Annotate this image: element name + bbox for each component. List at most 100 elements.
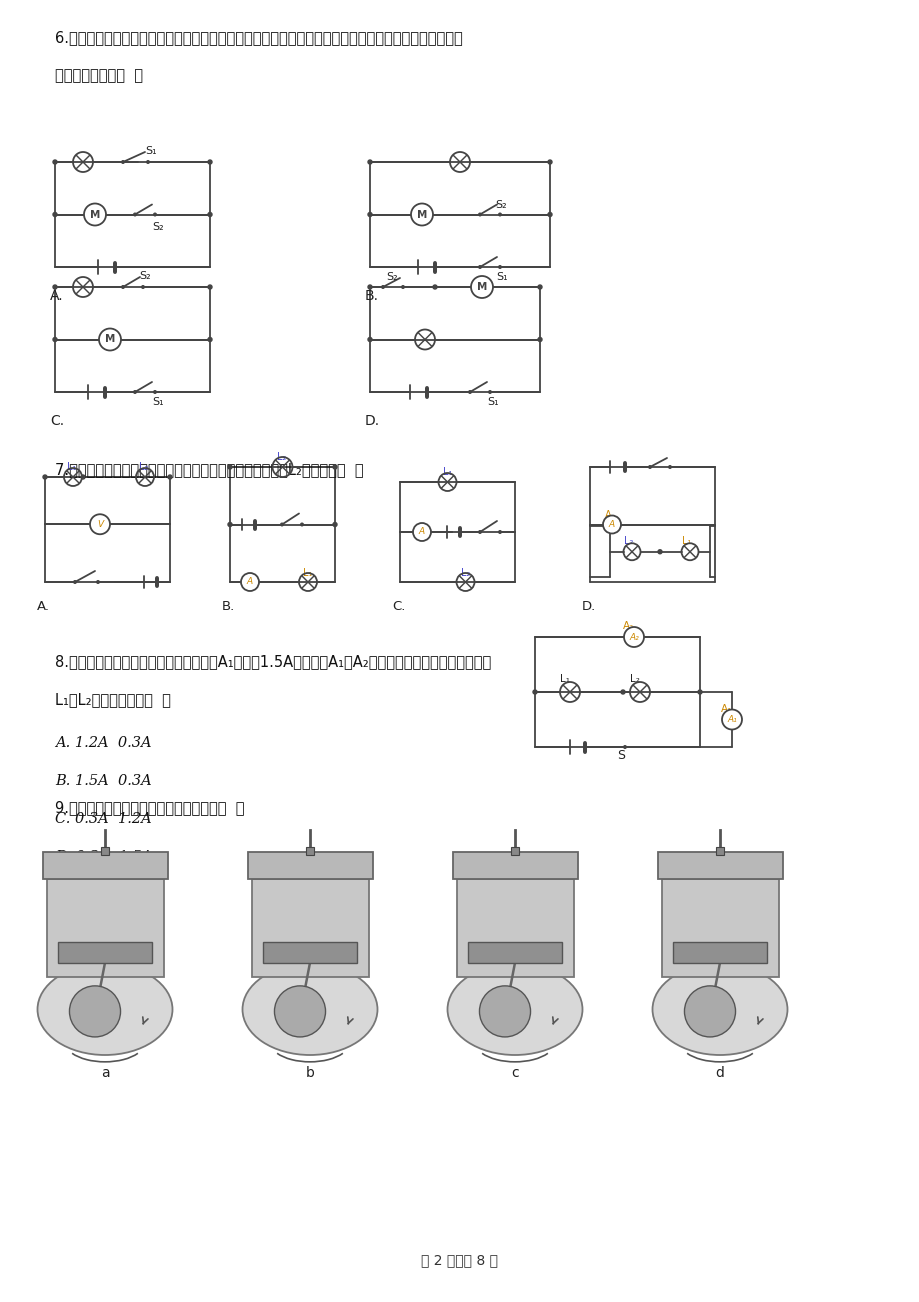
Circle shape xyxy=(532,690,537,694)
Text: S₂: S₂ xyxy=(494,199,506,210)
Text: A.: A. xyxy=(50,289,63,303)
Circle shape xyxy=(99,328,121,350)
Text: S₂: S₂ xyxy=(386,272,397,283)
Text: B.: B. xyxy=(365,289,379,303)
Circle shape xyxy=(698,690,701,694)
Text: 8.如图所示的电路中，闭合开关，电流表A₁示数为1.5A，电流表A₁、A₂的指针偏转角度相同，通过灯泡: 8.如图所示的电路中，闭合开关，电流表A₁示数为1.5A，电流表A₁、A₂的指针… xyxy=(55,654,491,669)
Circle shape xyxy=(208,212,211,216)
Circle shape xyxy=(81,475,85,479)
Circle shape xyxy=(602,516,620,534)
Bar xyxy=(101,848,108,855)
Bar xyxy=(715,848,723,855)
Text: L₁: L₁ xyxy=(681,535,690,546)
Text: A₁: A₁ xyxy=(726,715,736,724)
Circle shape xyxy=(53,337,57,341)
Text: L₁: L₁ xyxy=(302,568,312,578)
Circle shape xyxy=(53,160,57,164)
Circle shape xyxy=(74,581,76,583)
Bar xyxy=(468,941,562,962)
Bar xyxy=(263,941,357,962)
Circle shape xyxy=(208,285,211,289)
Text: d: d xyxy=(715,1066,723,1079)
Circle shape xyxy=(648,466,651,469)
Text: D.: D. xyxy=(582,600,596,613)
Text: 6.家里浴室装有排气扇和照明灯，在使用时，有时需要独立工作，有时需要同时工作，下列图中符合上述: 6.家里浴室装有排气扇和照明灯，在使用时，有时需要独立工作，有时需要同时工作，下… xyxy=(55,30,462,46)
Text: A₁: A₁ xyxy=(720,704,732,715)
Text: V: V xyxy=(96,519,103,529)
Circle shape xyxy=(433,285,437,289)
Text: S₁: S₁ xyxy=(152,397,164,408)
Text: 9.关于以下几个冲程，下列说法正确的是（  ）: 9.关于以下几个冲程，下列说法正确的是（ ） xyxy=(55,799,244,815)
Bar xyxy=(247,852,372,879)
Text: B. 1.5A  0.3A: B. 1.5A 0.3A xyxy=(55,773,152,788)
Circle shape xyxy=(121,160,124,163)
Text: A: A xyxy=(604,509,610,519)
Bar xyxy=(452,852,577,879)
Text: L₁: L₁ xyxy=(67,462,76,473)
Circle shape xyxy=(133,391,136,393)
Circle shape xyxy=(84,203,106,225)
Bar xyxy=(251,879,369,978)
Circle shape xyxy=(538,285,541,289)
Text: A₂: A₂ xyxy=(629,633,638,642)
Circle shape xyxy=(657,549,662,553)
Text: S: S xyxy=(617,749,624,762)
Circle shape xyxy=(478,531,481,534)
Ellipse shape xyxy=(243,963,377,1055)
Text: M: M xyxy=(476,283,487,292)
Text: L₁: L₁ xyxy=(442,467,451,477)
Circle shape xyxy=(623,628,643,647)
Ellipse shape xyxy=(447,963,582,1055)
Circle shape xyxy=(333,522,336,526)
Circle shape xyxy=(333,465,336,469)
Text: M: M xyxy=(105,335,115,345)
Text: 7.下列电路中，闭合开关后，电流表能正确测量出通过灯泡L₂电流的是（  ）: 7.下列电路中，闭合开关后，电流表能正确测量出通过灯泡L₂电流的是（ ） xyxy=(55,462,363,477)
Circle shape xyxy=(368,212,371,216)
Bar xyxy=(657,852,782,879)
Bar xyxy=(47,879,164,978)
Circle shape xyxy=(538,337,541,341)
Text: L₂: L₂ xyxy=(278,452,287,462)
Bar xyxy=(456,879,573,978)
Bar xyxy=(42,852,167,879)
Bar xyxy=(58,941,152,962)
Text: L₂: L₂ xyxy=(139,462,148,473)
Circle shape xyxy=(548,160,551,164)
Text: S₁: S₁ xyxy=(486,397,498,408)
Text: L₂: L₂ xyxy=(623,535,632,546)
Circle shape xyxy=(280,523,283,526)
Bar xyxy=(673,941,766,962)
Text: C.: C. xyxy=(50,414,64,428)
Circle shape xyxy=(208,337,211,341)
Text: S₂: S₂ xyxy=(139,271,151,281)
Text: L₁、L₂的电流分别是（  ）: L₁、L₂的电流分别是（ ） xyxy=(55,691,171,707)
Circle shape xyxy=(620,690,624,694)
Text: C. 0.3A  1.2A: C. 0.3A 1.2A xyxy=(55,812,152,825)
Circle shape xyxy=(721,710,742,729)
Text: A: A xyxy=(418,527,425,536)
Text: b: b xyxy=(305,1066,314,1079)
Text: L₂: L₂ xyxy=(630,674,640,684)
Bar xyxy=(661,879,777,978)
Text: A: A xyxy=(246,578,253,586)
Text: L₂: L₂ xyxy=(460,568,470,578)
Text: B.: B. xyxy=(221,600,235,613)
Circle shape xyxy=(684,986,734,1036)
Circle shape xyxy=(133,214,136,216)
Circle shape xyxy=(471,276,493,298)
Text: a: a xyxy=(100,1066,109,1079)
Circle shape xyxy=(368,285,371,289)
Text: A.: A. xyxy=(37,600,50,613)
Circle shape xyxy=(228,465,232,469)
Circle shape xyxy=(479,986,530,1036)
Circle shape xyxy=(478,266,481,268)
Text: M: M xyxy=(90,210,100,220)
Circle shape xyxy=(53,285,57,289)
Circle shape xyxy=(241,573,259,591)
Text: A₂: A₂ xyxy=(623,621,634,631)
Text: 第 2 页，共 8 页: 第 2 页，共 8 页 xyxy=(421,1253,498,1267)
Text: A: A xyxy=(608,519,615,529)
Ellipse shape xyxy=(38,963,173,1055)
Ellipse shape xyxy=(652,963,787,1055)
Circle shape xyxy=(43,475,47,479)
